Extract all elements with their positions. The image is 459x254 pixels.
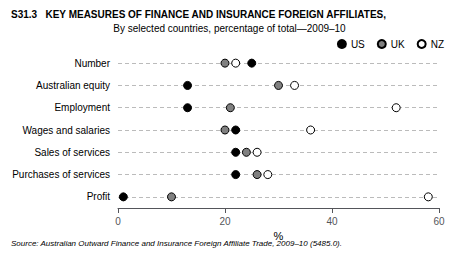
svg-text:Profit: Profit	[87, 191, 111, 202]
svg-text:Employment: Employment	[54, 102, 110, 113]
svg-text:NZ: NZ	[431, 39, 444, 50]
svg-text:Sales of services: Sales of services	[34, 147, 110, 158]
svg-text:40: 40	[326, 216, 338, 227]
svg-text:UK: UK	[391, 39, 405, 50]
svg-text:By selected countries, percent: By selected countries, percentage of tot…	[113, 23, 346, 34]
svg-text:Source: Australian Outward Fin: Source: Australian Outward Finance and I…	[11, 239, 342, 248]
svg-text:Purchases of services: Purchases of services	[12, 169, 110, 180]
svg-text:Wages and salaries: Wages and salaries	[23, 125, 110, 136]
svg-text:60: 60	[433, 216, 445, 227]
svg-text:US: US	[351, 39, 365, 50]
svg-text:0: 0	[115, 216, 121, 227]
svg-text:Australian equity: Australian equity	[36, 80, 110, 91]
svg-text:S31.3 KEY MEASURES OF FINANC: S31.3 KEY MEASURES OF FINANCE AND INSURA…	[11, 9, 386, 20]
svg-text:20: 20	[219, 216, 231, 227]
svg-text:Number: Number	[74, 58, 110, 69]
